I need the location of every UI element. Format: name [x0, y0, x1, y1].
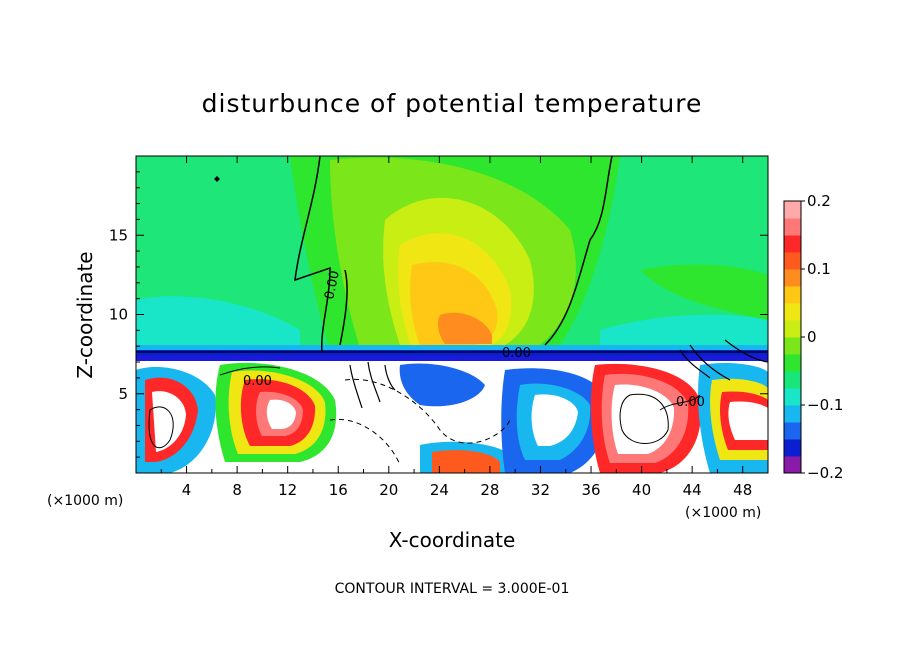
x-unit-right: (×1000 m): [685, 505, 761, 521]
x-unit-left: (×1000 m): [47, 493, 123, 509]
x-tick-label: 36: [581, 481, 600, 499]
x-tick-label: 4: [182, 481, 192, 499]
y-tick-label: 10: [109, 306, 128, 324]
diamond-marker: [214, 176, 220, 182]
colorbar-swatch: [784, 303, 801, 321]
colorbar-swatch: [784, 422, 801, 440]
tropopause-band-dark: [136, 350, 768, 359]
y-axis-title: Z-coordinate: [73, 251, 97, 378]
lower-contour-5: [349, 361, 396, 409]
tropopause-band-deep: [136, 356, 768, 361]
lower-contour-3: [344, 378, 511, 444]
zero-contour-inner: [339, 269, 348, 346]
colorbar-tick-label: −0.1: [807, 396, 843, 414]
colorbar-swatch: [784, 218, 801, 236]
chart-title: disturbunce of potential temperature: [202, 89, 703, 118]
cool-patch-right: [600, 314, 768, 352]
lower-contour-8: [659, 394, 701, 411]
colorbar-swatch: [784, 456, 801, 474]
x-tick-label: 48: [733, 481, 752, 499]
blob-center-lower-red: [432, 450, 500, 473]
colorbar-swatch: [784, 269, 801, 287]
colorbar-swatch: [784, 235, 801, 253]
colorbar-swatch: [784, 371, 801, 389]
colorbar-tick-label: 0.2: [807, 192, 831, 210]
zero-contour-right: [544, 156, 613, 346]
x-tick-label: 28: [480, 481, 499, 499]
colorbar-tick-label: 0.1: [807, 260, 831, 278]
cool-patch-left: [136, 296, 300, 350]
x-axis-title: X-coordinate: [389, 528, 516, 552]
blob-far-right-white: [728, 401, 768, 440]
contour-label-1: 0.00: [322, 269, 343, 300]
cool-patch-top-right: [640, 264, 768, 320]
blob-center-blue: [399, 363, 485, 407]
contour-label-2: 0.00: [502, 346, 531, 361]
colorbar-swatch: [784, 201, 801, 219]
colorbar-swatch: [784, 320, 801, 338]
colorbar-swatch: [784, 439, 801, 457]
colorbar-swatch: [784, 252, 801, 270]
colorbar: 0.2 0.1 0 −0.1 −0.2: [783, 192, 843, 482]
lower-contour-1: [148, 406, 174, 449]
x-tick-label: 32: [531, 481, 550, 499]
x-tick-label: 44: [683, 481, 702, 499]
warm-plume-max: [437, 312, 492, 344]
x-tick-label: 16: [329, 481, 348, 499]
contour-label-3: 0.00: [243, 374, 272, 389]
lower-contour-6: [679, 339, 768, 381]
colorbar-tick-label: 0: [807, 328, 817, 346]
x-tick-label: 12: [278, 481, 297, 499]
blob-right-white: [531, 394, 578, 446]
colorbar-swatch: [784, 405, 801, 423]
lower-contour-7: [219, 366, 281, 376]
colorbar-tick-label: −0.2: [807, 464, 843, 482]
blob-12-white: [266, 399, 296, 429]
lower-contour-2: [619, 393, 669, 444]
colorbar-swatch: [784, 354, 801, 372]
lower-contour-4: [329, 418, 401, 466]
x-tick-label: 20: [379, 481, 398, 499]
blob-left-white: [152, 391, 186, 452]
y-axis: 5 10 15: [109, 171, 768, 458]
colorbar-swatch: [784, 286, 801, 304]
zero-contour-left: [294, 156, 331, 353]
y-tick-label: 15: [109, 226, 128, 244]
contour-label-4: 0.00: [676, 395, 705, 410]
y-tick-label: 5: [118, 385, 128, 403]
tropopause-band-light: [136, 345, 768, 351]
contour-interval-note: CONTOUR INTERVAL = 3.000E-01: [335, 581, 570, 597]
x-tick-label: 40: [632, 481, 651, 499]
x-axis: 4 8 12 16 20 24 28 32 36 40 44 48: [160, 156, 752, 499]
colorbar-swatch: [784, 388, 801, 406]
x-tick-label: 24: [430, 481, 449, 499]
colorbar-swatch: [784, 337, 801, 355]
plot-area: 0.00 0.00 0.00 0.00: [136, 156, 768, 473]
x-tick-label: 8: [232, 481, 242, 499]
